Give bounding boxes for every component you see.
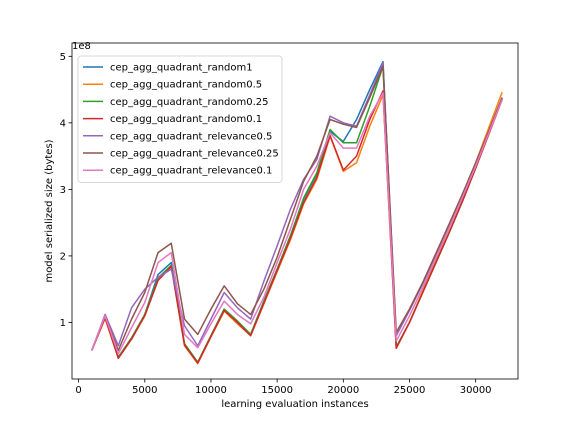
y-tick-label: 1: [60, 318, 66, 329]
x-tick-label: 15000: [261, 385, 293, 396]
legend-entry-6: cep_agg_quadrant_relevance0.1: [110, 166, 272, 177]
x-tick-label: 10000: [195, 385, 227, 396]
x-tick-label: 5000: [132, 385, 157, 396]
legend-entry-2: cep_agg_quadrant_random0.25: [110, 97, 269, 108]
y-tick-label: 3: [60, 185, 66, 196]
y-tick-label: 4: [60, 118, 66, 129]
legend-entry-3: cep_agg_quadrant_random0.1: [110, 114, 262, 125]
legend-entry-0: cep_agg_quadrant_random1: [110, 63, 253, 74]
legend-entry-5: cep_agg_quadrant_relevance0.25: [110, 149, 279, 160]
plot-frame: [71, 42, 519, 380]
x-tick-label: 0: [75, 385, 81, 396]
y-tick-label: 2: [60, 251, 66, 262]
x-axis-label: learning evaluation instances: [221, 399, 368, 410]
legend-entry-1: cep_agg_quadrant_random0.5: [110, 80, 262, 91]
series-line-3: [91, 90, 503, 364]
x-tick-label: 25000: [394, 385, 426, 396]
axes: 0 5000 10000 15000 20000 25000 30000 1 2 3 4 5: [60, 42, 519, 396]
legend-box: [77, 55, 283, 183]
y-axis-label: model serialized size (bytes): [44, 139, 55, 282]
legend: cep_agg_quadrant_random1 cep_agg_quadrant…: [77, 55, 283, 183]
x-tick-label: 30000: [460, 385, 492, 396]
series-line-5: [91, 65, 503, 352]
series-line-6: [91, 92, 503, 355]
legend-entry-4: cep_agg_quadrant_relevance0.5: [110, 131, 272, 142]
plot-area: [91, 60, 503, 365]
y-offset-text: 1e8: [72, 41, 91, 52]
y-tick-label: 5: [60, 52, 66, 63]
x-tick-label: 20000: [327, 385, 359, 396]
